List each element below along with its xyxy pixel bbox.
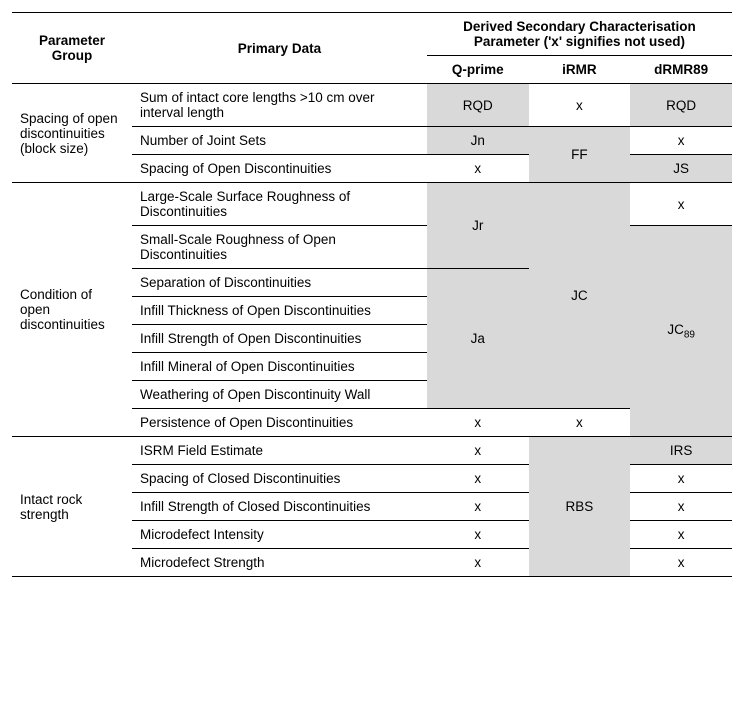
primary-r3: Spacing of Open Discontinuities [132, 155, 427, 183]
cell-r15-q: x [427, 521, 529, 549]
cell-r12-drmr: IRS [630, 437, 732, 465]
primary-r5: Small-Scale Roughness of Open Discontinu… [132, 226, 427, 269]
cell-r11-q: x [427, 409, 529, 437]
cell-r12-q: x [427, 437, 529, 465]
cell-r4to10-irmr: JC [529, 183, 631, 409]
cell-r14-drmr: x [630, 493, 732, 521]
hdr-irmr: iRMR [529, 56, 631, 84]
group-condition: Condition of open discontinuities [12, 183, 132, 437]
hdr-derived: Derived Secondary Characterisation Param… [427, 13, 732, 56]
primary-r8: Infill Strength of Open Discontinuities [132, 325, 427, 353]
hdr-param-group: Parameter Group [12, 13, 132, 84]
group-spacing: Spacing of open discontinuities (block s… [12, 84, 132, 183]
cell-r16-q: x [427, 549, 529, 577]
cell-r1-drmr: RQD [630, 84, 732, 127]
cell-r14-q: x [427, 493, 529, 521]
cell-r1-irmr: x [529, 84, 631, 127]
primary-r12: ISRM Field Estimate [132, 437, 427, 465]
primary-r2: Number of Joint Sets [132, 127, 427, 155]
cell-r16-drmr: x [630, 549, 732, 577]
primary-r9: Infill Mineral of Open Discontinuities [132, 353, 427, 381]
primary-r4: Large-Scale Surface Roughness of Discont… [132, 183, 427, 226]
hdr-primary-data: Primary Data [132, 13, 427, 84]
primary-r7: Infill Thickness of Open Discontinuities [132, 297, 427, 325]
primary-r14: Infill Strength of Closed Discontinuitie… [132, 493, 427, 521]
cell-r4-drmr: x [630, 183, 732, 226]
cell-r5to11-drmr: JC89 [630, 226, 732, 437]
cell-r3-drmr: JS [630, 155, 732, 183]
primary-r11: Persistence of Open Discontinuities [132, 409, 427, 437]
primary-r16: Microdefect Strength [132, 549, 427, 577]
cell-r2-drmr: x [630, 127, 732, 155]
characterisation-table: Parameter Group Primary Data Derived Sec… [12, 12, 732, 577]
cell-r12to16-irmr: RBS [529, 437, 631, 577]
group-intact: Intact rock strength [12, 437, 132, 577]
hdr-qprime: Q-prime [427, 56, 529, 84]
cell-r15-drmr: x [630, 521, 732, 549]
cell-r2-q: Jn [427, 127, 529, 155]
cell-r13-q: x [427, 465, 529, 493]
hdr-drmr89: dRMR89 [630, 56, 732, 84]
primary-r6: Separation of Discontinuities [132, 269, 427, 297]
cell-r11-irmr: x [529, 409, 631, 437]
primary-r1: Sum of intact core lengths >10 cm over i… [132, 84, 427, 127]
primary-r13: Spacing of Closed Discontinuities [132, 465, 427, 493]
cell-r3-q: x [427, 155, 529, 183]
primary-r10: Weathering of Open Discontinuity Wall [132, 381, 427, 409]
primary-r15: Microdefect Intensity [132, 521, 427, 549]
cell-r4r5-q: Jr [427, 183, 529, 269]
cell-r1-q: RQD [427, 84, 529, 127]
cell-r6to10-q: Ja [427, 269, 529, 409]
cell-r2r3-irmr: FF [529, 127, 631, 183]
cell-r13-drmr: x [630, 465, 732, 493]
